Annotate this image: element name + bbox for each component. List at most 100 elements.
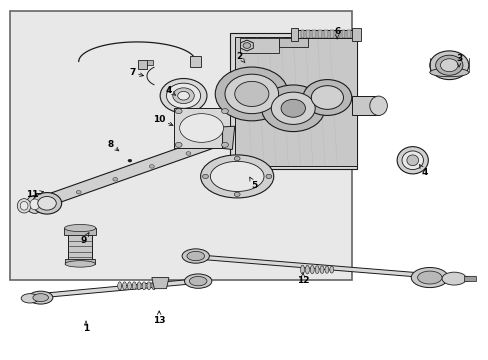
Ellipse shape [329,266,333,273]
Polygon shape [240,40,253,51]
Circle shape [261,85,325,132]
Circle shape [311,86,343,109]
Ellipse shape [305,265,309,274]
Bar [300,31,304,39]
Ellipse shape [396,147,427,174]
Circle shape [175,109,182,114]
Bar [239,39,278,53]
Bar [306,31,310,39]
Bar [36,193,45,211]
Text: 4: 4 [165,86,175,95]
Bar [324,31,327,39]
Ellipse shape [410,267,447,288]
Ellipse shape [172,88,194,104]
Circle shape [221,109,228,114]
Circle shape [234,192,240,197]
Bar [138,60,147,69]
Bar [341,31,345,39]
Bar [329,31,333,39]
Ellipse shape [152,282,156,290]
Text: 13: 13 [153,311,165,325]
Circle shape [185,152,190,155]
Ellipse shape [28,291,53,304]
Bar [312,31,316,39]
Text: 10: 10 [153,114,173,126]
Bar [229,33,356,169]
Ellipse shape [127,282,131,290]
Bar [351,96,378,116]
Text: 8: 8 [107,140,119,151]
Ellipse shape [118,282,122,290]
Circle shape [202,174,208,179]
Ellipse shape [182,249,209,263]
Ellipse shape [142,282,146,290]
Ellipse shape [441,272,466,285]
Bar [10,12,351,280]
Text: 6: 6 [333,27,340,39]
Bar [147,60,153,65]
Bar [290,28,298,41]
Polygon shape [234,37,356,166]
Ellipse shape [132,282,136,290]
Text: 4: 4 [419,165,427,177]
Ellipse shape [189,276,206,286]
Bar [463,276,475,281]
Ellipse shape [26,195,43,213]
Text: 7: 7 [129,68,143,77]
Polygon shape [42,132,224,209]
Circle shape [32,193,61,214]
Bar [65,258,95,264]
Circle shape [224,74,278,114]
Ellipse shape [320,266,324,273]
Text: 1: 1 [83,321,89,333]
Ellipse shape [417,271,441,284]
Text: 2: 2 [236,52,244,63]
Ellipse shape [160,78,206,113]
Text: 12: 12 [296,273,308,285]
Ellipse shape [177,91,189,100]
Polygon shape [222,126,234,149]
Text: 3: 3 [455,54,461,67]
Ellipse shape [406,155,418,166]
Ellipse shape [30,199,40,210]
Polygon shape [27,278,210,299]
Bar [173,108,229,148]
Ellipse shape [179,114,223,142]
Ellipse shape [137,282,141,290]
Ellipse shape [200,155,273,198]
Circle shape [435,55,462,75]
Ellipse shape [21,294,39,303]
Ellipse shape [20,202,28,210]
Circle shape [234,156,240,161]
Circle shape [271,92,315,125]
Text: 9: 9 [80,233,89,246]
Text: 5: 5 [249,177,257,190]
Ellipse shape [147,282,151,290]
Polygon shape [185,254,468,281]
Circle shape [281,99,305,117]
Ellipse shape [310,266,314,274]
Bar [318,31,322,39]
Ellipse shape [210,161,264,192]
Circle shape [234,81,268,107]
Polygon shape [152,278,168,289]
Ellipse shape [122,282,126,290]
Circle shape [149,165,154,168]
Ellipse shape [369,96,386,116]
Circle shape [303,80,351,116]
Circle shape [128,159,132,162]
Ellipse shape [325,266,328,273]
Ellipse shape [64,225,96,231]
Circle shape [243,42,250,48]
Circle shape [113,177,118,181]
Bar [346,31,350,39]
Text: 11: 11 [26,190,43,199]
Ellipse shape [300,265,304,274]
Circle shape [215,67,288,121]
Circle shape [440,59,457,72]
Ellipse shape [429,68,468,77]
Bar [189,56,200,67]
Bar [68,234,92,262]
Bar [290,31,353,39]
Ellipse shape [17,199,31,213]
